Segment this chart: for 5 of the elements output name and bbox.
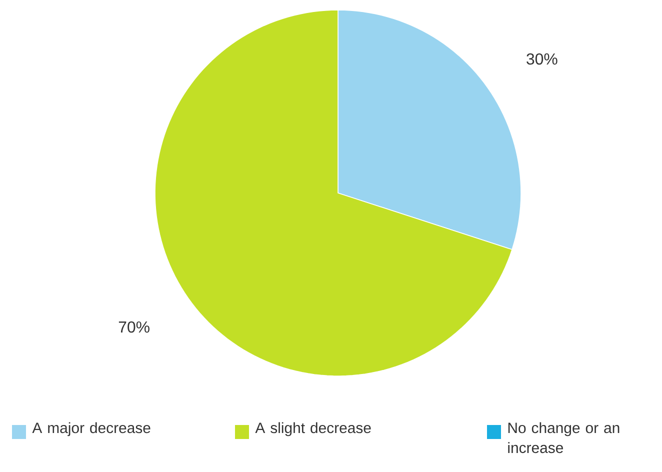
data-label: 70% [118,321,150,333]
legend-label: A major decrease [32,422,150,436]
data-label: 30% [526,53,558,65]
legend-label: No change or an increase [508,422,620,454]
legend-label: A slight decrease [255,422,371,436]
